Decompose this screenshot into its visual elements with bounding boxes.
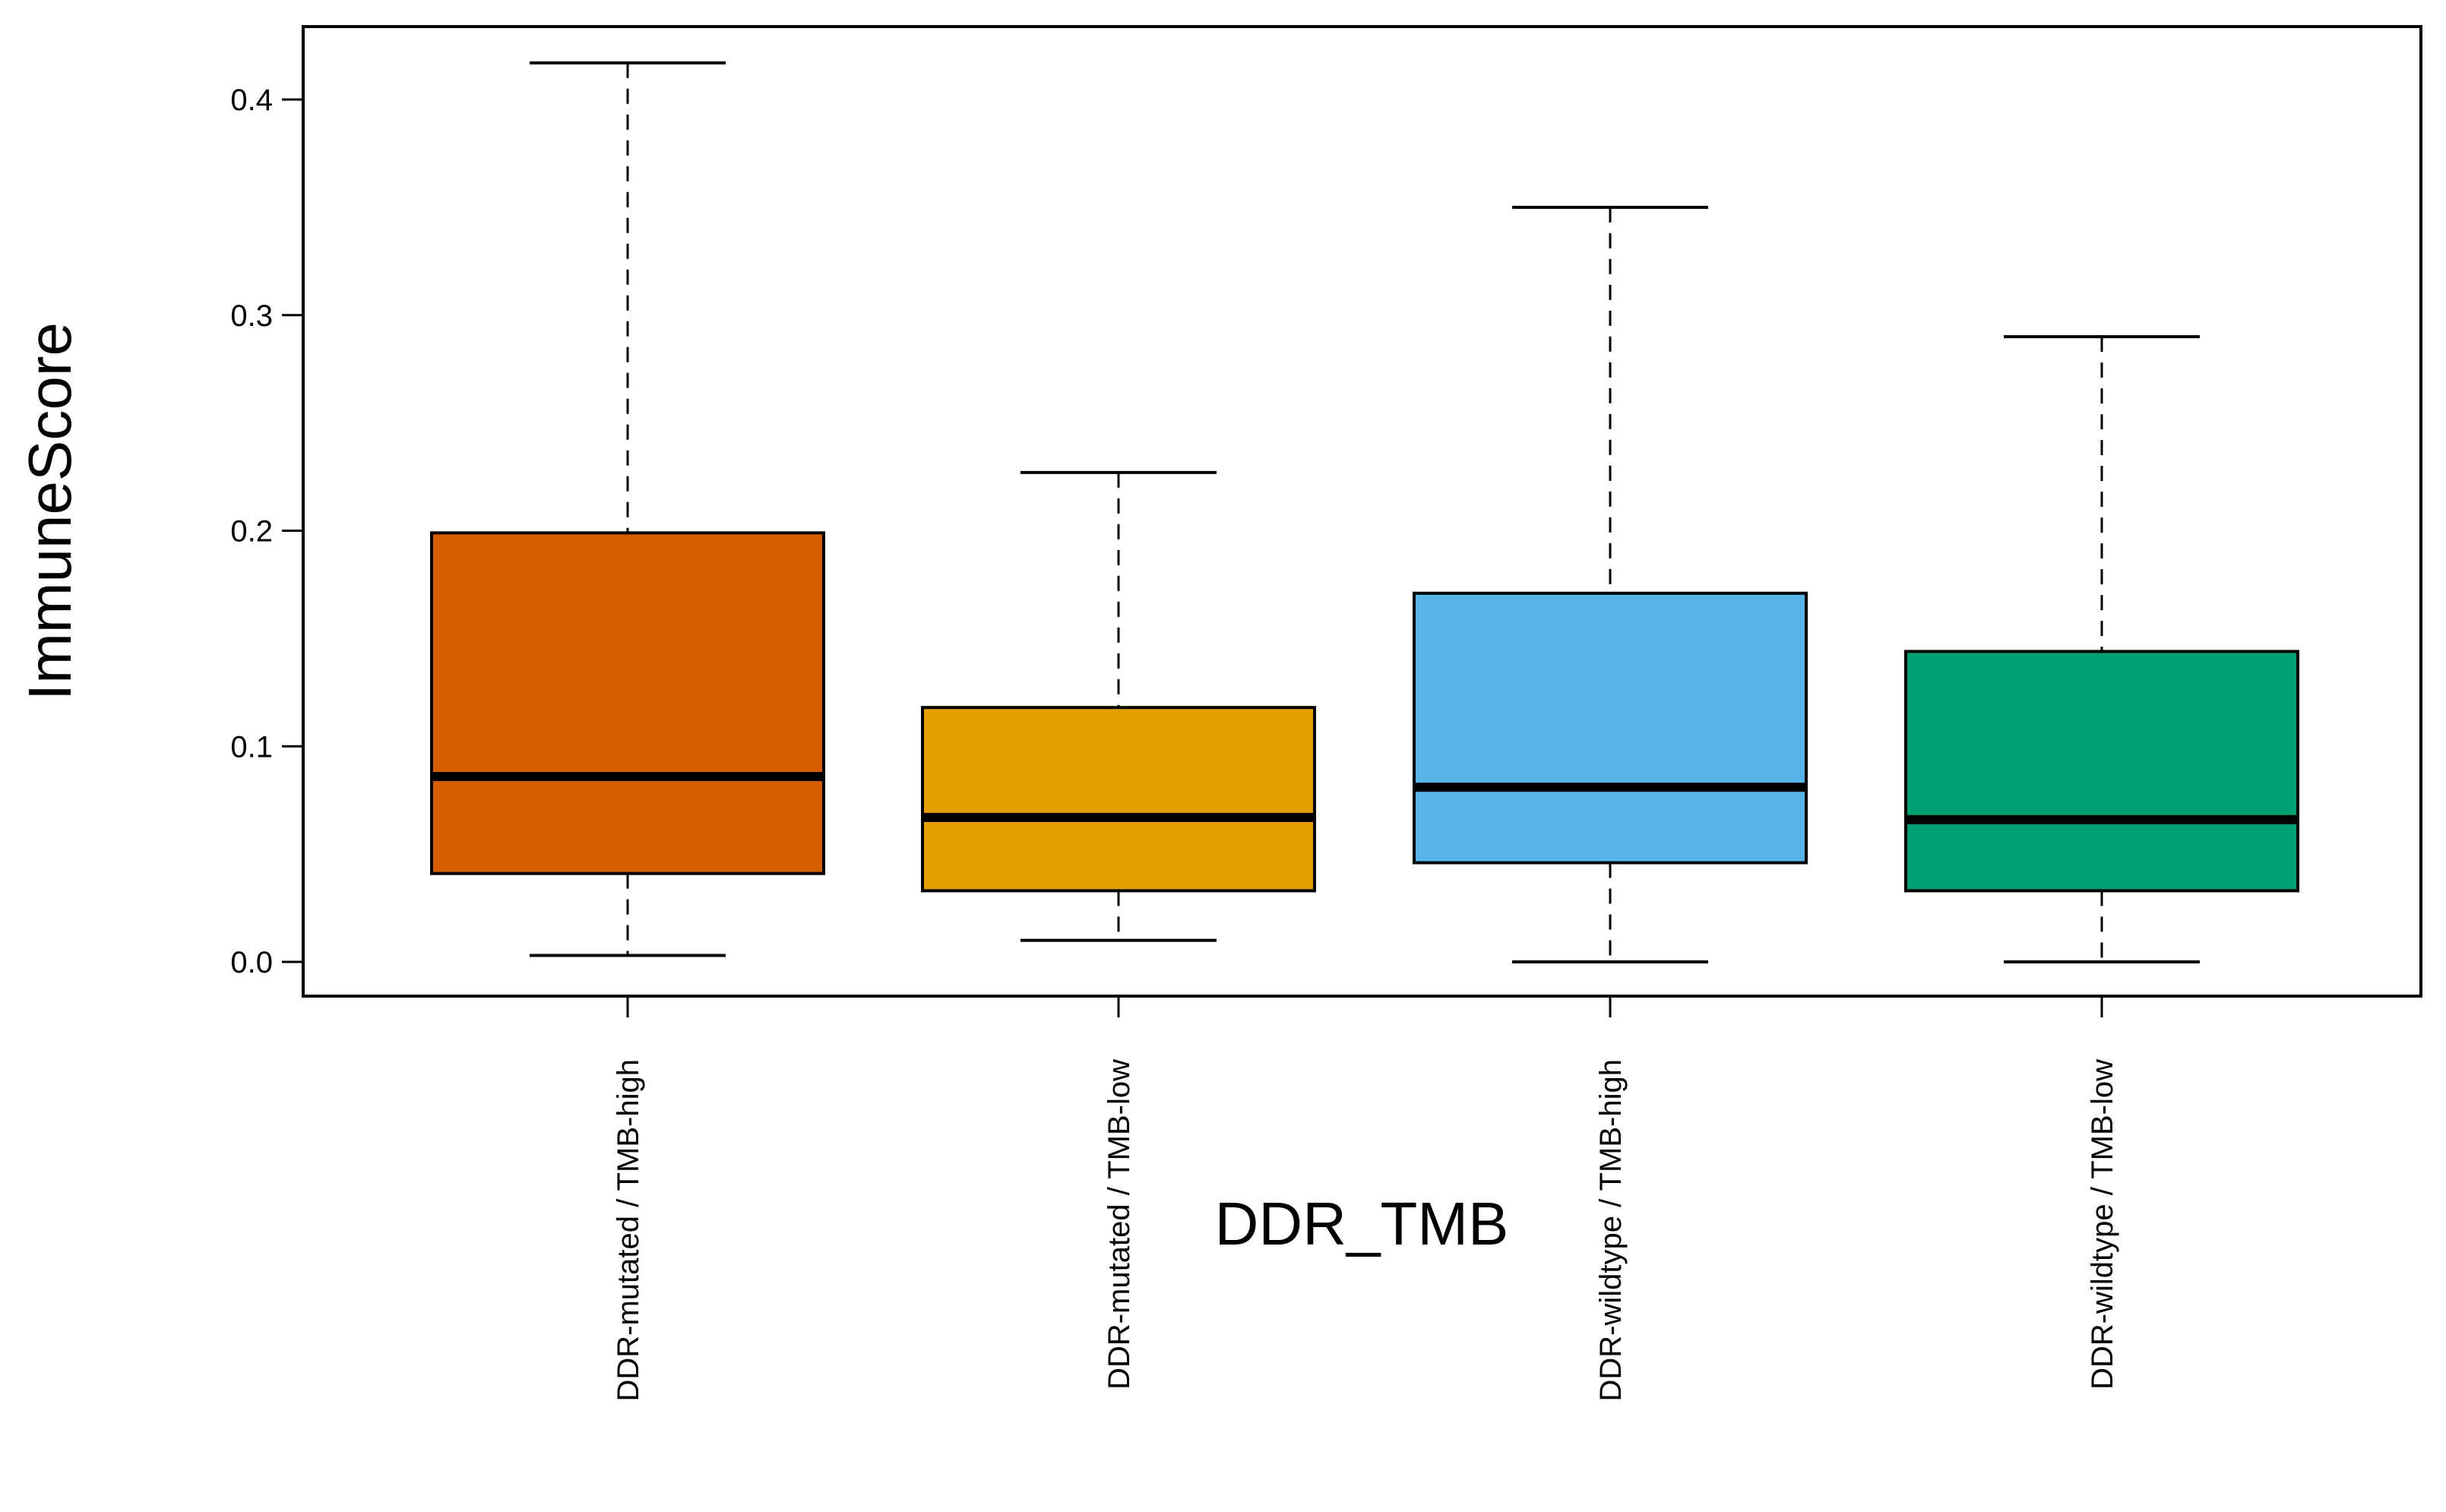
y-tick-label: 0.1 [230, 730, 273, 764]
box-group [921, 470, 1316, 942]
y-axis: 0.0 0.1 0.2 0.3 0.4 [230, 84, 303, 979]
iqr-box [1413, 591, 1808, 865]
y-tick-label: 0.3 [230, 299, 273, 333]
iqr-box [430, 531, 825, 875]
y-axis-title: ImmuneScore [16, 322, 84, 701]
x-tick-label: DDR-wildtype / TMB-high [1594, 1059, 1628, 1402]
x-tick-label: DDR-mutated / TMB-high [612, 1059, 645, 1402]
box-group [1904, 335, 2299, 963]
box-group [430, 61, 825, 957]
boxes-layer [430, 61, 2299, 963]
x-tick-label: DDR-mutated / TMB-low [1103, 1059, 1136, 1390]
x-axis-title: DDR_TMB [1215, 1190, 1509, 1257]
x-axis: DDR-mutated / TMB-high DDR-mutated / TMB-… [612, 996, 2119, 1402]
iqr-box [921, 706, 1316, 893]
y-tick-label: 0.4 [230, 84, 273, 117]
plot-frame [302, 25, 2422, 998]
iqr-box [1904, 650, 2299, 893]
x-tick-label: DDR-wildtype / TMB-low [2086, 1059, 2119, 1390]
y-tick-label: 0.2 [230, 515, 273, 549]
y-tick-label: 0.0 [230, 946, 273, 979]
box-group [1413, 205, 1808, 963]
